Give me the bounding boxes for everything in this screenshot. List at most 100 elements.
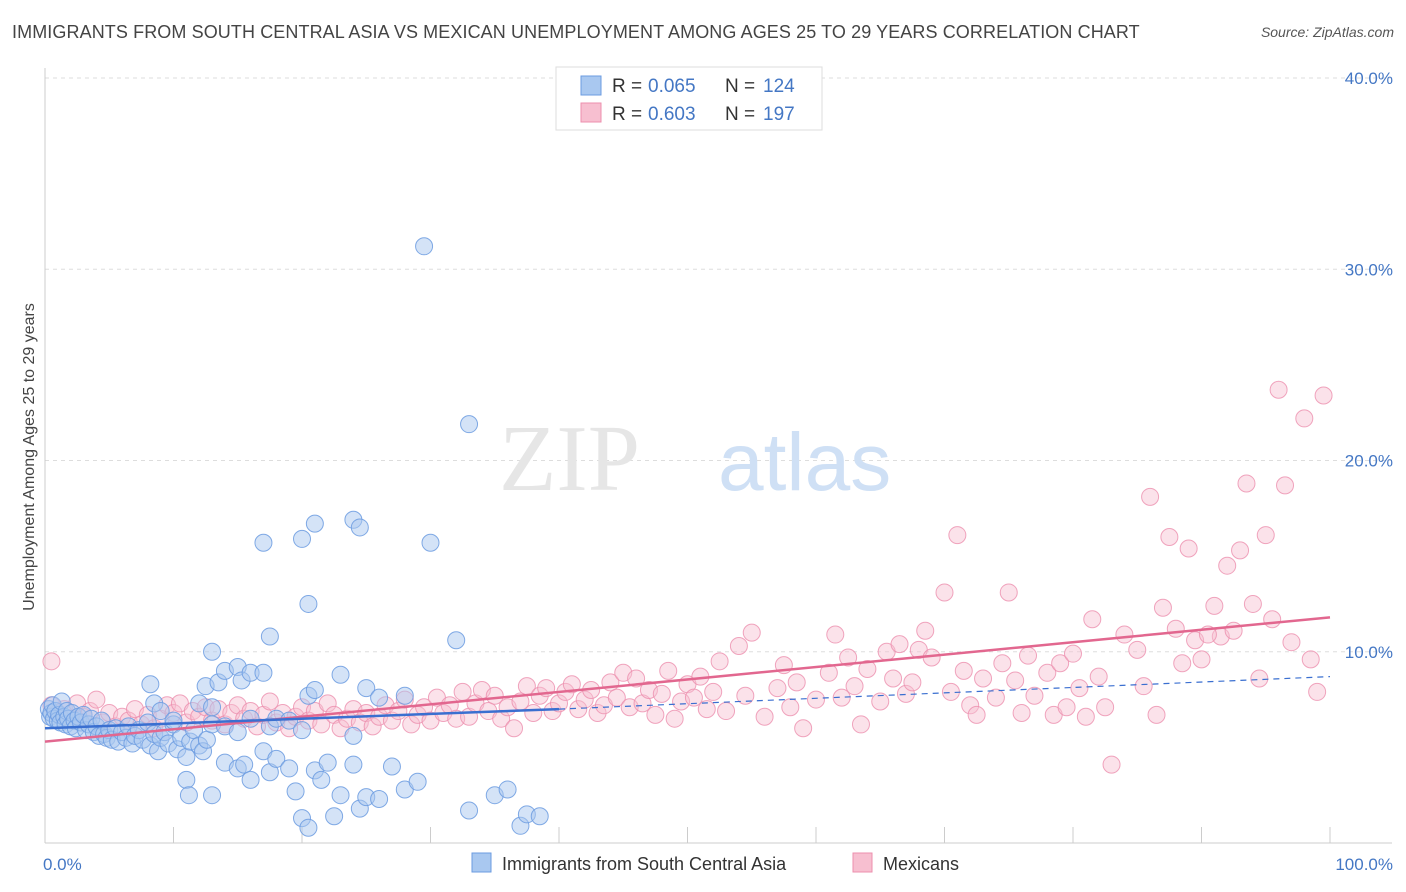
point-south-central-asia [530,807,549,826]
legend-swatch-blue [580,75,602,96]
point-south-central-asia [344,726,363,745]
point-mexicans [1083,610,1102,629]
point-south-central-asia [267,749,286,768]
point-mexicans [524,703,543,722]
point-south-central-asia [228,723,247,742]
legend-swatch-pink [580,102,602,123]
point-mexicans [562,675,581,694]
series-mexicans [42,380,1333,774]
point-mexicans [704,682,723,701]
point-south-central-asia [305,514,324,533]
point-mexicans [1276,476,1295,495]
point-mexicans [794,719,813,738]
point-south-central-asia [498,780,517,799]
legend-n-label-0: N = [725,76,755,97]
point-mexicans [42,652,61,671]
point-mexicans [318,694,337,713]
point-south-central-asia [141,675,160,694]
point-mexicans [755,707,774,726]
source-label: Source: ZipAtlas.com [1260,24,1394,40]
point-mexicans [1192,650,1211,669]
point-south-central-asia [460,801,479,820]
point-mexicans [697,700,716,719]
bottom-legend-label-blue: Immigrants from South Central Asia [502,854,787,874]
bottom-legend-swatch-blue [471,852,492,873]
point-mexicans [845,677,864,696]
point-mexicans [742,623,761,642]
bottom-legend-label-pink: Mexicans [883,854,959,874]
point-mexicans [1102,755,1121,774]
point-mexicans [1179,539,1198,558]
point-mexicans [627,669,646,688]
point-mexicans [717,702,736,721]
point-mexicans [1147,705,1166,724]
point-mexicans [967,705,986,724]
point-south-central-asia [395,686,414,705]
point-mexicans [736,686,755,705]
y-tick-labels: 10.0% 20.0% 30.0% 40.0% [1345,69,1393,662]
point-mexicans [1263,610,1282,629]
point-mexicans [993,654,1012,673]
watermark-zip: ZIP [499,407,640,511]
point-south-central-asia [305,681,324,699]
point-mexicans [652,684,671,703]
point-south-central-asia [331,786,350,805]
legend-n-label-1: N = [725,104,755,125]
point-south-central-asia [203,698,222,717]
x-tick-labels: 0.0% 100.0% [43,855,1393,874]
point-mexicans [851,715,870,734]
y-tick-label-2: 30.0% [1345,260,1393,279]
point-mexicans [781,698,800,717]
point-south-central-asia [357,679,376,698]
point-mexicans [1308,682,1327,701]
trend-line-south-central-asia [44,707,560,730]
point-mexicans [1250,669,1269,688]
point-mexicans [1231,541,1250,560]
point-mexicans [954,661,973,680]
legend-r-label-1: R = [612,104,642,125]
point-mexicans [858,659,877,678]
point-mexicans [1295,409,1314,428]
point-mexicans [986,688,1005,707]
point-mexicans [1070,679,1089,698]
point-south-central-asia [260,627,279,646]
point-south-central-asia [197,730,216,749]
point-mexicans [1025,686,1044,705]
point-mexicans [787,673,806,692]
point-mexicans [1166,619,1185,638]
point-mexicans [1205,596,1224,615]
point-mexicans [485,686,504,705]
point-mexicans [1301,650,1320,669]
point-south-central-asia [415,237,434,256]
y-tick-label-3: 40.0% [1345,69,1393,88]
point-mexicans [1019,646,1038,665]
point-mexicans [1038,663,1057,682]
point-south-central-asia [299,594,318,613]
point-mexicans [948,526,967,545]
point-mexicans [543,702,562,721]
point-mexicans [1314,386,1333,405]
point-south-central-asia [293,529,311,548]
trend-lines [44,616,1331,743]
point-south-central-asia [254,663,273,682]
point-mexicans [1224,621,1243,640]
point-mexicans [87,690,106,709]
point-mexicans [684,688,703,707]
point-south-central-asia [382,757,401,776]
point-mexicans [1134,677,1153,696]
series-south-central-asia [39,237,549,837]
point-mexicans [1173,654,1192,673]
point-mexicans [999,583,1018,602]
point-south-central-asia [350,518,369,537]
point-mexicans [1076,707,1095,726]
point-south-central-asia [312,770,331,789]
point-south-central-asia [447,631,466,650]
point-mexicans [1282,633,1301,652]
point-south-central-asia [325,807,344,826]
y-axis-label: Unemployment Among Ages 25 to 29 years [21,303,38,611]
point-south-central-asia [370,790,389,809]
point-mexicans [1218,556,1237,575]
point-south-central-asia [286,782,305,801]
point-mexicans [646,705,665,724]
point-south-central-asia [203,786,222,805]
